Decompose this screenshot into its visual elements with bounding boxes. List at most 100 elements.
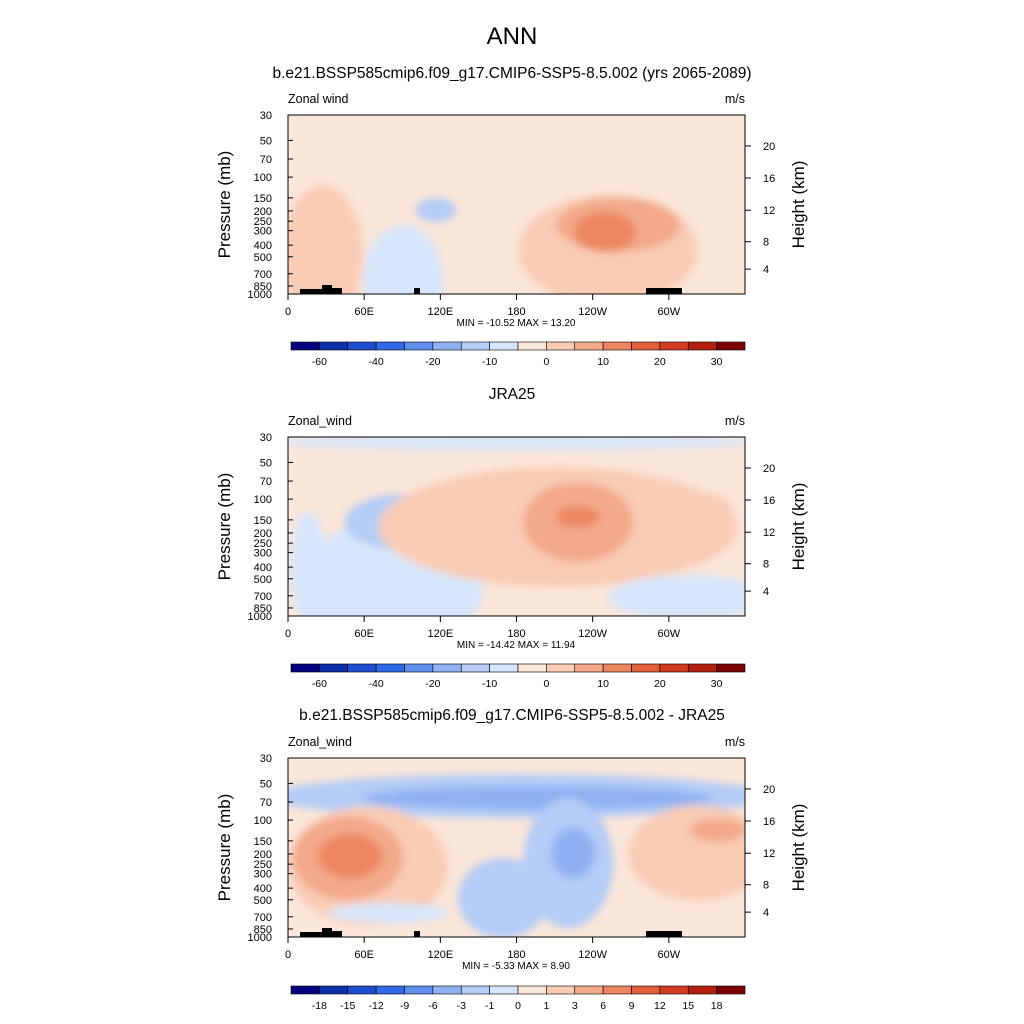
contour-region [551, 828, 595, 878]
x-tick-label: 120E [427, 949, 453, 961]
colorbar-label: -1 [485, 1000, 494, 1012]
colorbar-label: -10 [482, 678, 497, 690]
y-tick-label: 100 [254, 494, 272, 506]
y-tick-label: 250 [254, 859, 272, 871]
colorbar-swatch [489, 663, 519, 673]
colorbar-label: -40 [369, 356, 384, 368]
contour-regions [288, 185, 698, 294]
y-right-axis-title: Height (km) [789, 804, 808, 892]
contour-region [288, 185, 363, 294]
y-tick-label: 700 [254, 912, 272, 924]
colorbar-label: 10 [597, 356, 609, 368]
colorbar-label: 20 [654, 356, 666, 368]
y-right-tick-label: 12 [763, 848, 775, 860]
x-tick-label: 60E [354, 628, 374, 640]
y-axis-title: Pressure (mb) [215, 794, 234, 902]
colorbar-swatch [659, 663, 689, 673]
y-tick-label: 70 [260, 797, 272, 809]
y-right-axis-title: Height (km) [789, 161, 808, 249]
colorbar-swatch [631, 341, 661, 351]
y-tick-label: 30 [260, 753, 272, 765]
contour-region [683, 493, 733, 537]
y-tick-label: 1000 [248, 289, 272, 301]
colorbar-swatch [489, 341, 519, 351]
y-right-tick-label: 16 [763, 816, 775, 828]
y-tick-label: 70 [260, 476, 272, 488]
y-tick-label: 1000 [248, 932, 272, 944]
colorbar-label: 3 [572, 1000, 578, 1012]
colorbar-swatch [602, 341, 632, 351]
y-axis-title: Pressure (mb) [215, 473, 234, 581]
contour-region [574, 212, 636, 252]
terrain-block [332, 931, 342, 937]
terrain-block [322, 285, 332, 294]
colorbar-label: -60 [312, 356, 327, 368]
terrain-mask [300, 928, 682, 937]
y-tick-label: 250 [254, 538, 272, 550]
colorbar-label: 20 [654, 678, 666, 690]
colorbar-swatch [517, 985, 547, 995]
colorbar-swatch [631, 985, 661, 995]
colorbar-swatch [517, 663, 547, 673]
y-right-tick-label: 20 [763, 784, 775, 796]
colorbar-label: -3 [457, 1000, 466, 1012]
y-right-tick-label: 4 [763, 264, 769, 276]
panel-left-label: Zonal_wind [288, 414, 352, 428]
y-tick-label: 1000 [248, 611, 272, 623]
contour-region [290, 512, 326, 616]
y-tick-label: 400 [254, 562, 272, 574]
panel-1: b.e21.BSSP585cmip6.f09_g17.CMIP6-SSP5-8.… [215, 65, 808, 368]
colorbar-swatch [375, 663, 405, 673]
colorbar-swatch [687, 663, 717, 673]
colorbar: -60 -40 -20 -10 0 10 20 30 [290, 341, 746, 368]
colorbar-swatch [460, 985, 490, 995]
panel-3: b.e21.BSSP585cmip6.f09_g17.CMIP6-SSP5-8.… [215, 707, 808, 1012]
colorbar: -18 -15 -12 -9 -6 -3 -1 0 1 3 6 9 12 15 18 [290, 985, 746, 1012]
colorbar-swatch [546, 341, 576, 351]
terrain-mask [300, 285, 682, 294]
colorbar-swatch [574, 985, 604, 995]
panel-title: JRA25 [489, 386, 536, 403]
colorbar-swatch [290, 985, 320, 995]
min-max-stats: MIN = -10.52 MAX = 13.20 [457, 318, 576, 329]
contour-field [288, 437, 745, 616]
y-tick-label: 30 [260, 110, 272, 122]
y-tick-label: 400 [254, 883, 272, 895]
y-tick-label: 100 [254, 815, 272, 827]
y-right-tick-label: 16 [763, 173, 775, 185]
y-tick-label: 850 [254, 281, 272, 293]
y-tick-label: 700 [254, 269, 272, 281]
y-tick-label: 700 [254, 591, 272, 603]
terrain-block [332, 288, 342, 294]
panel-left-label: Zonal wind [288, 92, 348, 106]
colorbar-swatch [546, 663, 576, 673]
colorbar-label: 9 [629, 1000, 635, 1012]
contour-region [556, 507, 600, 527]
colorbar-swatch [687, 985, 717, 995]
figure-title: ANN [487, 23, 538, 50]
contour-region [608, 575, 745, 616]
contour-region [363, 225, 443, 294]
y-tick-label: 200 [254, 849, 272, 861]
panel-right-label: m/s [725, 414, 745, 428]
y-right-tick-label: 12 [763, 205, 775, 217]
y-right-tick-label: 8 [763, 237, 769, 249]
panel-right-label: m/s [725, 92, 745, 106]
contour-regions [288, 437, 745, 616]
colorbar-swatch [716, 985, 746, 995]
colorbar-label: -18 [312, 1000, 327, 1012]
colorbar-swatch [517, 341, 547, 351]
y-tick-label: 500 [254, 574, 272, 586]
terrain-block [300, 932, 340, 937]
colorbar-swatch [659, 985, 689, 995]
y-right-tick-label: 12 [763, 527, 775, 539]
colorbar-label: 6 [600, 1000, 606, 1012]
y-right-tick-label: 8 [763, 559, 769, 571]
y-tick-label: 50 [260, 778, 272, 790]
y-tick-label: 100 [254, 172, 272, 184]
colorbar-label: 0 [515, 1000, 521, 1012]
colorbar-swatch [375, 985, 405, 995]
x-tick-label: 60E [354, 306, 374, 318]
colorbar-swatch [716, 663, 746, 673]
